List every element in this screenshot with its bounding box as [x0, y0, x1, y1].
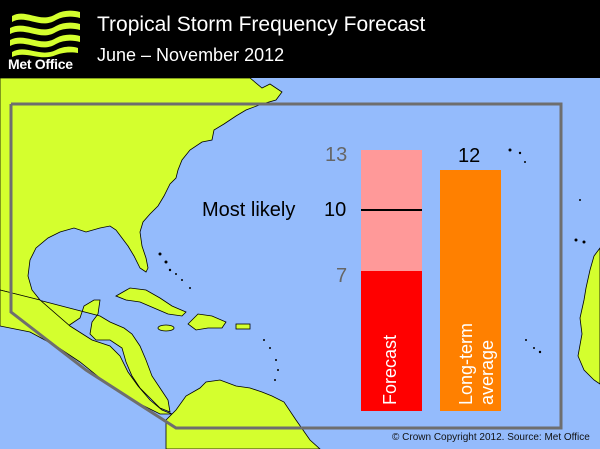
most-likely-label: Most likely [202, 199, 296, 221]
met-office-wave-logo-icon [10, 10, 80, 58]
chart-title: Tropical Storm Frequency Forecast [97, 13, 426, 36]
header: Met Office Tropical Storm Frequency Fore… [0, 0, 600, 78]
chart-subtitle: June – November 2012 [97, 45, 285, 65]
cuba-land [115, 287, 187, 317]
logo-text: Met Office [8, 56, 73, 72]
range-high-label: 13 [325, 144, 348, 166]
puerto-rico-land [235, 323, 251, 330]
average-bar-label-line2: average [477, 339, 497, 405]
average-bar-label-line1: Long-term [456, 322, 476, 405]
forecast-low-bar [361, 271, 422, 411]
forecast-region-boundary [9, 102, 563, 430]
most-likely-line [361, 209, 422, 211]
range-low-label: 7 [336, 265, 348, 287]
south-america-land [165, 379, 321, 449]
copyright-notice: © Crown Copyright 2012. Source: Met Offi… [392, 432, 590, 443]
forecast-bar-label: Forecast [380, 334, 400, 405]
average-value-label: 12 [458, 145, 481, 167]
hispaniola-land [187, 313, 227, 331]
atlantic-map [0, 78, 600, 449]
jamaica-land [157, 324, 175, 332]
africa-land [577, 247, 600, 385]
most-likely-value: 10 [324, 199, 347, 221]
long-term-average-bar [440, 170, 501, 411]
